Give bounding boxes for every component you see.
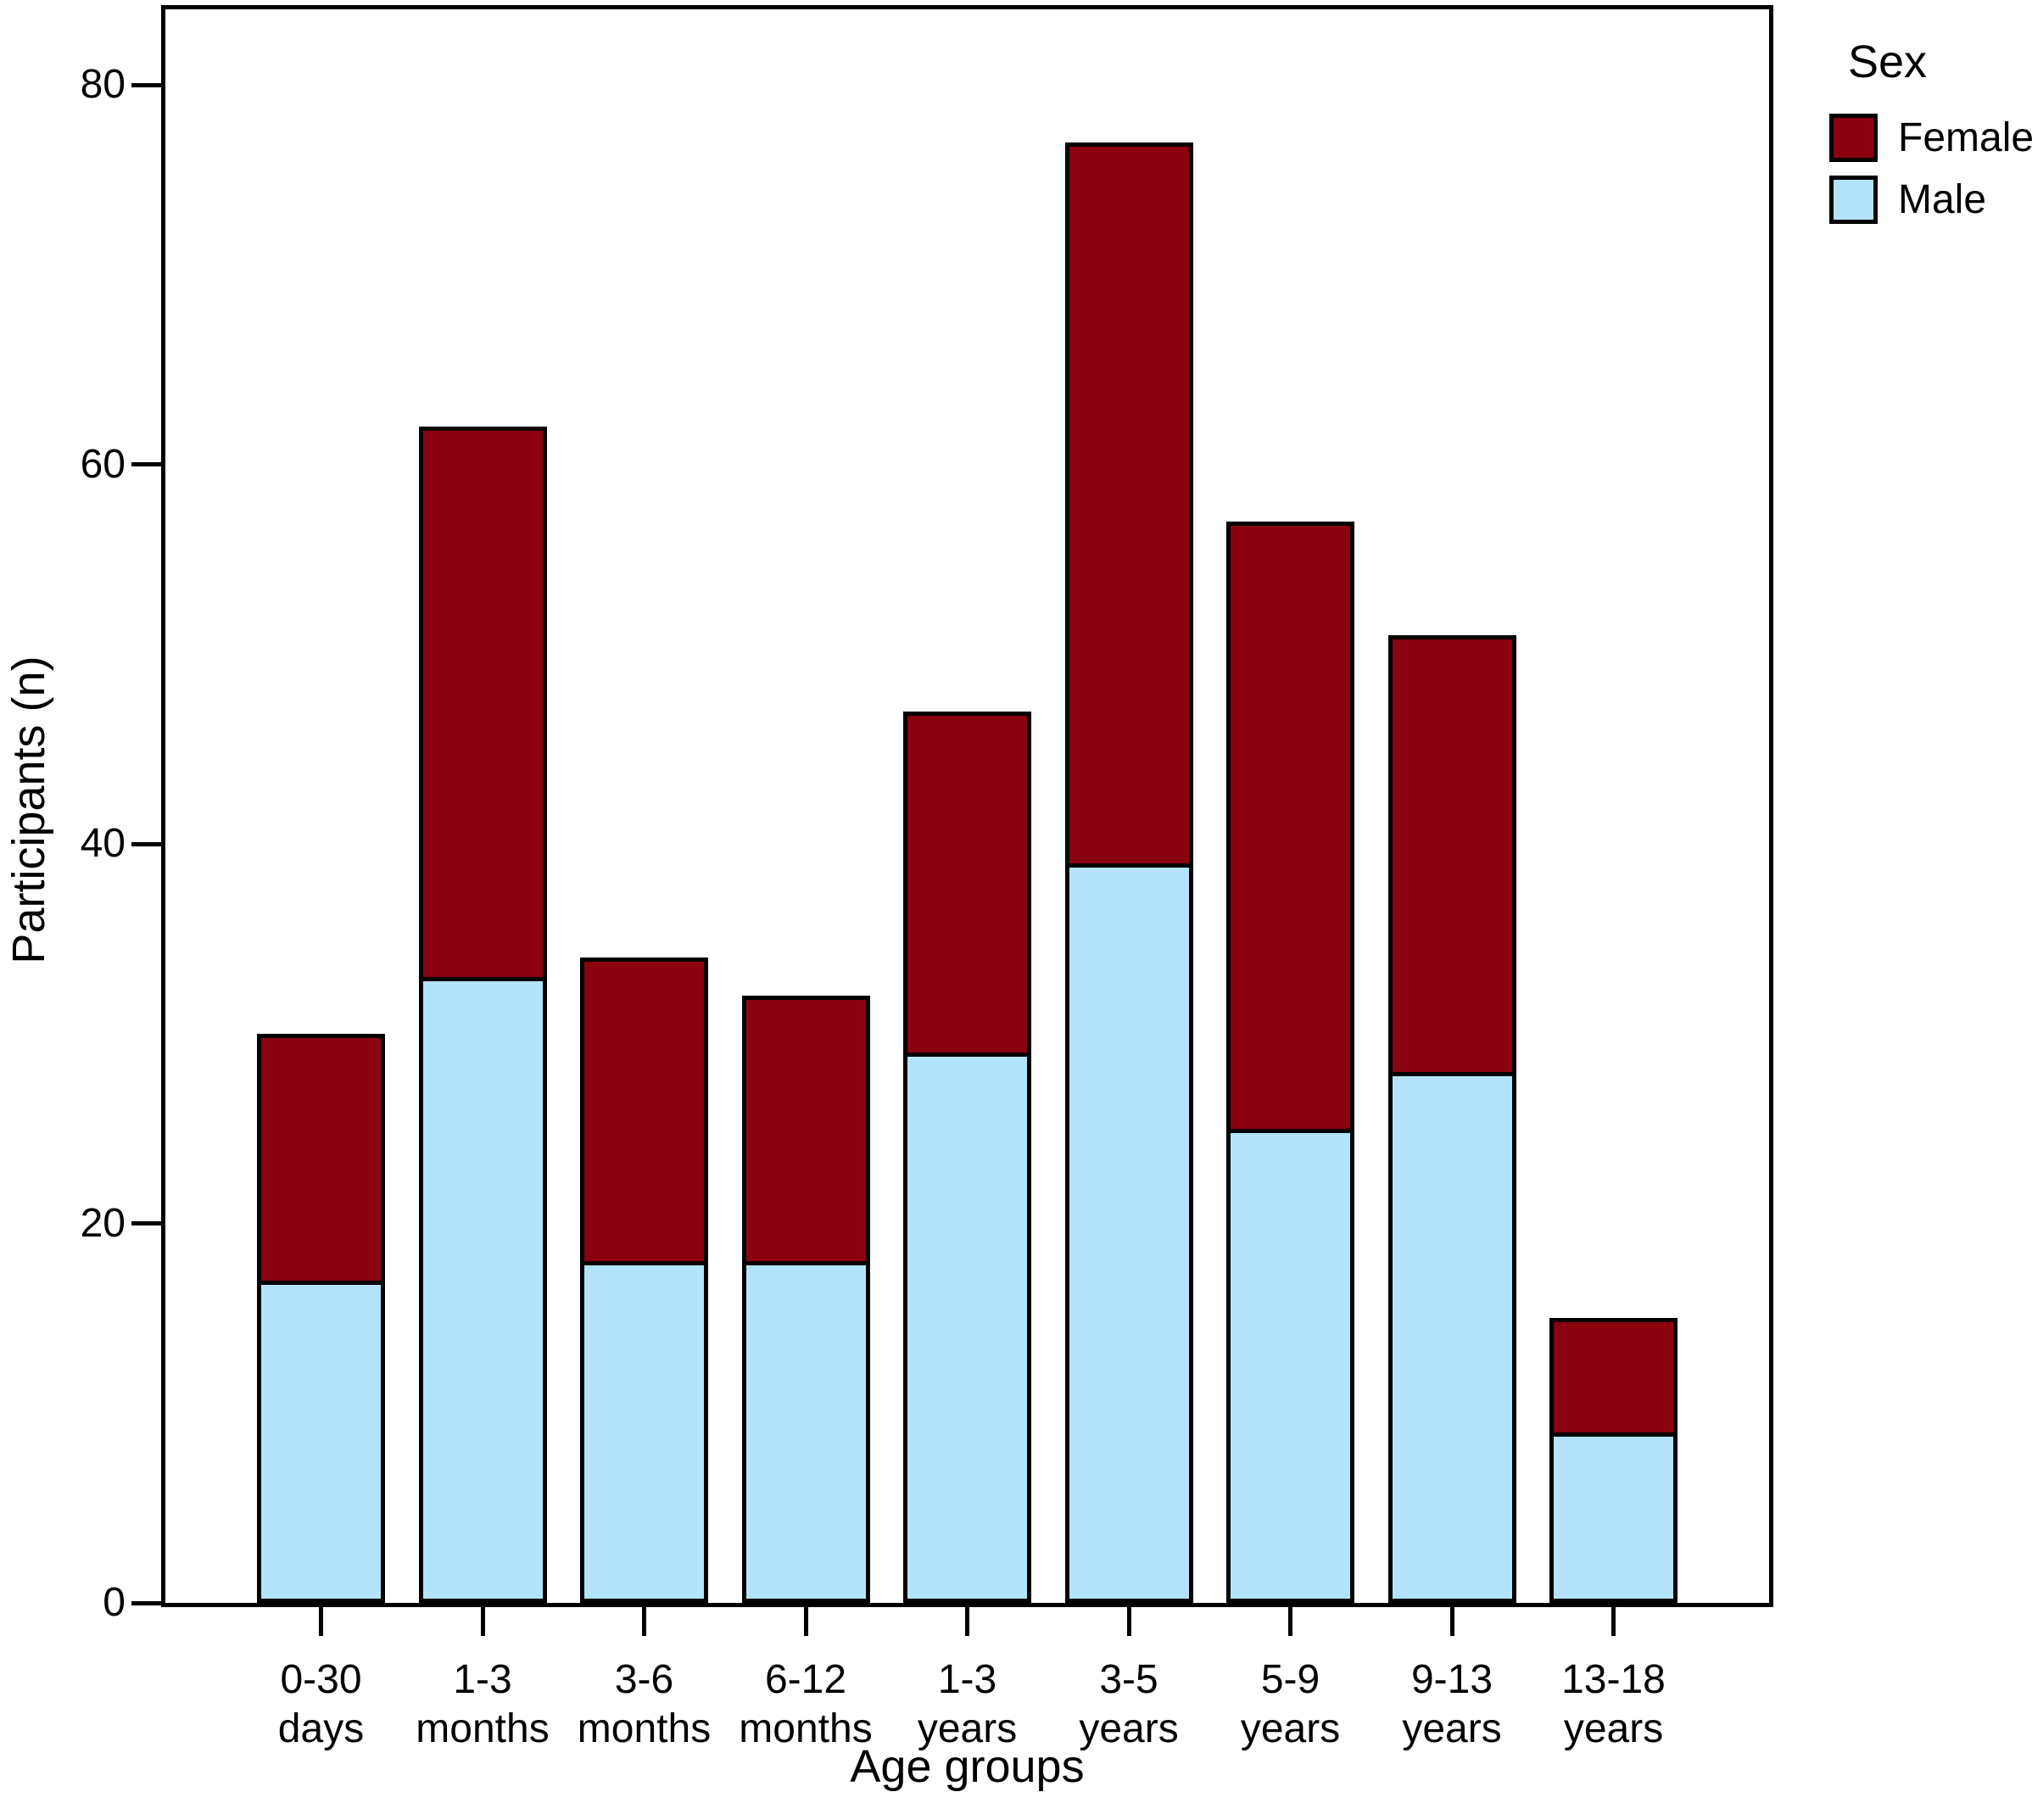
x-tick-label: 3-6 months <box>577 1657 712 1751</box>
x-tick-label: 9-13 years <box>1402 1657 1502 1751</box>
bar-segment-male <box>418 976 547 1603</box>
legend-label: Male <box>1898 177 1987 222</box>
y-tick <box>131 1600 161 1605</box>
legend-entry-male: Male <box>1829 176 2032 224</box>
plot-area <box>161 5 1773 1607</box>
bar-segment-male <box>1549 1432 1678 1603</box>
legend-label: Female <box>1898 115 2032 160</box>
x-tick <box>1611 1607 1616 1636</box>
bar-segment-male <box>580 1261 708 1603</box>
bar-segment-female <box>903 711 1031 1053</box>
x-axis-title: Age groups <box>850 1741 1085 1792</box>
legend-entries: Female Male <box>1829 114 2032 224</box>
y-tick <box>131 82 161 87</box>
x-tick-label: 1-3 months <box>416 1657 550 1751</box>
legend-title: Sex <box>1848 36 1928 87</box>
bar-4 <box>741 996 870 1603</box>
x-tick-label: 1-3 years <box>917 1657 1018 1751</box>
bar-segment-male <box>257 1280 385 1603</box>
x-tick-label: 3-5 years <box>1079 1657 1179 1751</box>
x-tick <box>965 1607 969 1636</box>
bar-segment-male <box>741 1261 870 1603</box>
bar-segment-male <box>1387 1071 1516 1603</box>
bar-segment-female <box>418 427 547 977</box>
bar-5 <box>903 711 1031 1603</box>
x-tick-label: 13-18 years <box>1561 1657 1666 1751</box>
bar-9 <box>1549 1318 1678 1603</box>
x-tick <box>480 1607 485 1636</box>
y-tick-label: 40 <box>80 821 126 867</box>
y-tick-label: 80 <box>80 62 126 108</box>
y-tick-label: 20 <box>80 1200 126 1246</box>
bar-segment-male <box>903 1052 1031 1603</box>
bar-1 <box>257 1033 385 1603</box>
x-tick <box>803 1607 808 1636</box>
bar-segment-female <box>1387 635 1516 1072</box>
bar-segment-male <box>1226 1128 1354 1603</box>
legend-swatch-female <box>1829 114 1878 162</box>
bar-segment-female <box>1064 142 1193 863</box>
bar-7 <box>1226 521 1354 1603</box>
legend: Sex Female Male <box>1829 36 2032 237</box>
legend-swatch-male <box>1829 176 1878 224</box>
x-tick-label: 0-30 days <box>277 1657 365 1751</box>
bars-group <box>165 9 1769 1603</box>
bar-segment-female <box>741 996 870 1262</box>
y-tick <box>131 841 161 846</box>
bar-segment-female <box>1549 1318 1678 1432</box>
y-tick-label: 60 <box>80 441 126 487</box>
bar-segment-female <box>1226 521 1354 1129</box>
x-tick-label: 5-9 years <box>1240 1657 1341 1751</box>
x-tick <box>1449 1607 1454 1636</box>
y-tick-label: 0 <box>103 1580 126 1625</box>
bar-segment-female <box>257 1033 385 1281</box>
bar-2 <box>418 427 547 1603</box>
bar-6 <box>1064 142 1193 1603</box>
x-tick-label: 6-12 months <box>739 1657 873 1751</box>
x-tick <box>1288 1607 1292 1636</box>
bar-segment-male <box>1064 863 1193 1603</box>
x-tick <box>642 1607 646 1636</box>
legend-entry-female: Female <box>1829 114 2032 162</box>
bar-3 <box>580 957 708 1603</box>
y-axis-title: Participants (n) <box>3 656 54 964</box>
x-tick <box>319 1607 323 1636</box>
bar-8 <box>1387 635 1516 1603</box>
y-tick <box>131 462 161 467</box>
bar-segment-female <box>580 957 708 1262</box>
y-tick <box>131 1221 161 1226</box>
x-tick <box>1126 1607 1131 1636</box>
